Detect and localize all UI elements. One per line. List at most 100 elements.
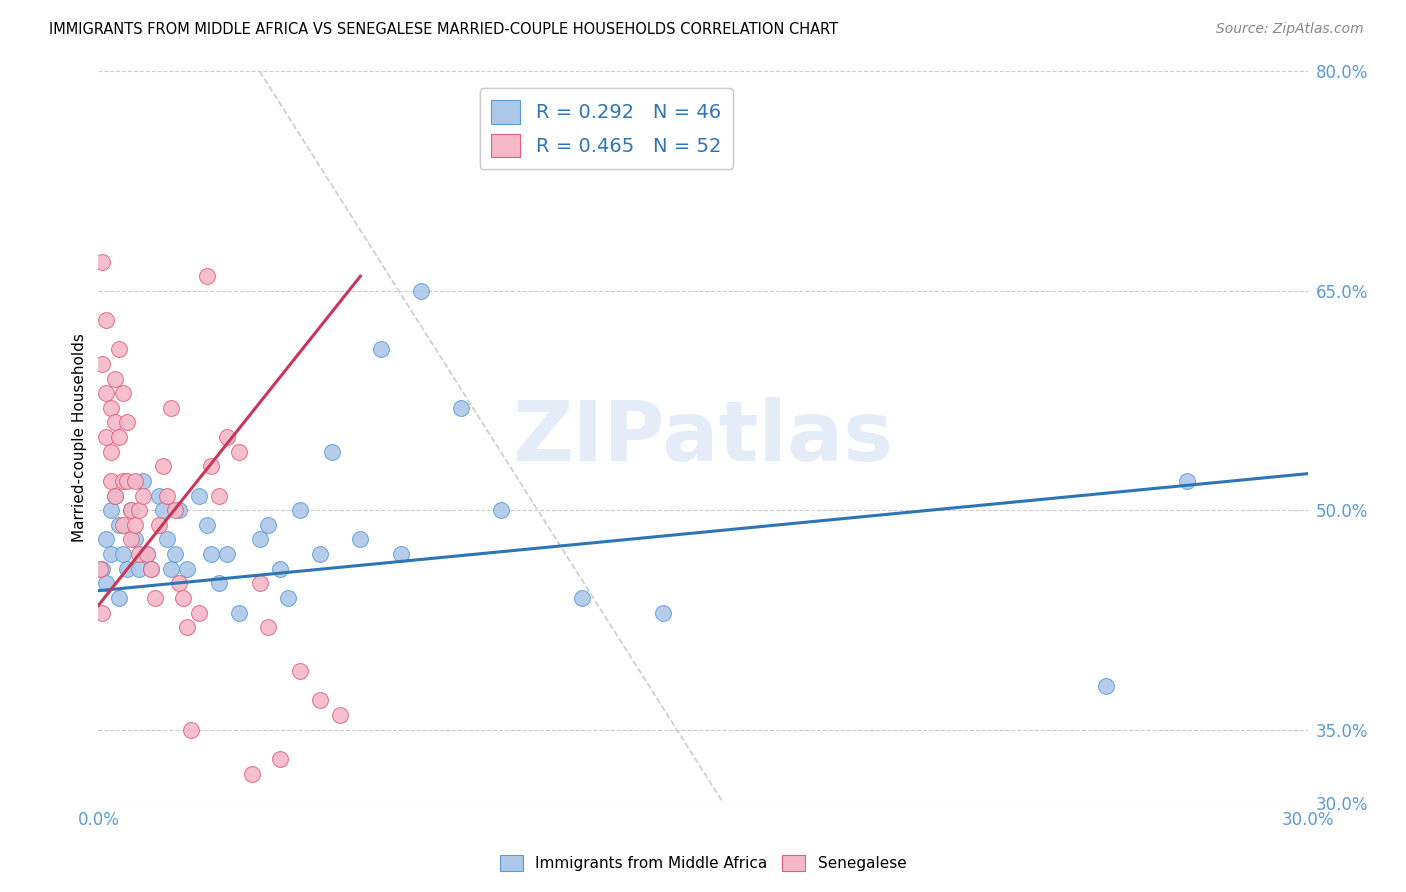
Point [1095, 679, 1118, 693]
Point [200, 547, 222, 561]
Point [269, 752, 291, 766]
Point [124, 533, 146, 547]
Point [111, 474, 134, 488]
Point [96, 576, 118, 591]
Point [139, 562, 162, 576]
Point [156, 489, 179, 503]
Point [1175, 474, 1198, 488]
Point [115, 474, 138, 488]
Point [450, 401, 472, 415]
Point [228, 444, 250, 458]
Point [249, 576, 271, 591]
Point [180, 723, 202, 737]
Point [256, 517, 278, 532]
Point [269, 562, 291, 576]
Point [139, 562, 162, 576]
Point [160, 401, 183, 415]
Point [176, 562, 198, 576]
Point [208, 576, 231, 591]
Point [167, 503, 190, 517]
Point [107, 430, 129, 444]
Point [651, 606, 673, 620]
Point [163, 547, 186, 561]
Text: ZIPatlas: ZIPatlas [513, 397, 893, 477]
Point [288, 664, 311, 678]
Point [128, 503, 150, 517]
Text: Source: ZipAtlas.com: Source: ZipAtlas.com [1216, 22, 1364, 37]
Point [256, 620, 278, 634]
Point [152, 459, 174, 474]
Point [107, 591, 129, 605]
Point [96, 533, 118, 547]
Point [100, 444, 122, 458]
Point [491, 503, 513, 517]
Point [152, 503, 174, 517]
Point [132, 474, 155, 488]
Point [176, 620, 198, 634]
Point [115, 416, 138, 430]
Point [132, 489, 155, 503]
Point [96, 313, 118, 327]
Point [240, 766, 263, 780]
Point [107, 343, 129, 357]
Point [389, 547, 412, 561]
Point [156, 533, 179, 547]
Point [188, 606, 211, 620]
Point [143, 591, 166, 605]
Point [217, 547, 239, 561]
Point [288, 503, 311, 517]
Point [124, 517, 146, 532]
Point [321, 444, 343, 458]
Point [409, 284, 432, 298]
Point [571, 591, 593, 605]
Point [100, 401, 122, 415]
Point [89, 562, 111, 576]
Point [91, 562, 114, 576]
Point [188, 489, 211, 503]
Point [195, 517, 218, 532]
Point [128, 547, 150, 561]
Point [103, 489, 125, 503]
Point [96, 386, 118, 401]
Point [249, 533, 271, 547]
Point [124, 474, 146, 488]
Point [96, 430, 118, 444]
Point [91, 357, 114, 371]
Point [329, 708, 352, 723]
Point [167, 576, 190, 591]
Point [91, 606, 114, 620]
Point [111, 517, 134, 532]
Point [120, 503, 142, 517]
Point [148, 489, 170, 503]
Point [100, 503, 122, 517]
Point [103, 489, 125, 503]
Point [100, 547, 122, 561]
Point [349, 533, 371, 547]
Point [103, 371, 125, 385]
Point [111, 547, 134, 561]
Point [228, 606, 250, 620]
Y-axis label: Married-couple Households: Married-couple Households [72, 333, 87, 541]
Point [217, 430, 239, 444]
Point [163, 503, 186, 517]
Legend: Immigrants from Middle Africa, Senegalese: Immigrants from Middle Africa, Senegales… [494, 849, 912, 877]
Point [309, 693, 332, 707]
Text: IMMIGRANTS FROM MIDDLE AFRICA VS SENEGALESE MARRIED-COUPLE HOUSEHOLDS CORRELATIO: IMMIGRANTS FROM MIDDLE AFRICA VS SENEGAL… [49, 22, 838, 37]
Point [120, 533, 142, 547]
Point [370, 343, 392, 357]
Point [91, 254, 114, 268]
Point [309, 547, 332, 561]
Point [160, 562, 183, 576]
Point [107, 517, 129, 532]
Point [172, 591, 194, 605]
Point [200, 459, 222, 474]
Point [277, 591, 299, 605]
Point [115, 562, 138, 576]
Point [208, 489, 231, 503]
Point [148, 517, 170, 532]
Point [128, 562, 150, 576]
Point [195, 269, 218, 284]
Point [135, 547, 157, 561]
Point [135, 547, 157, 561]
Point [100, 474, 122, 488]
